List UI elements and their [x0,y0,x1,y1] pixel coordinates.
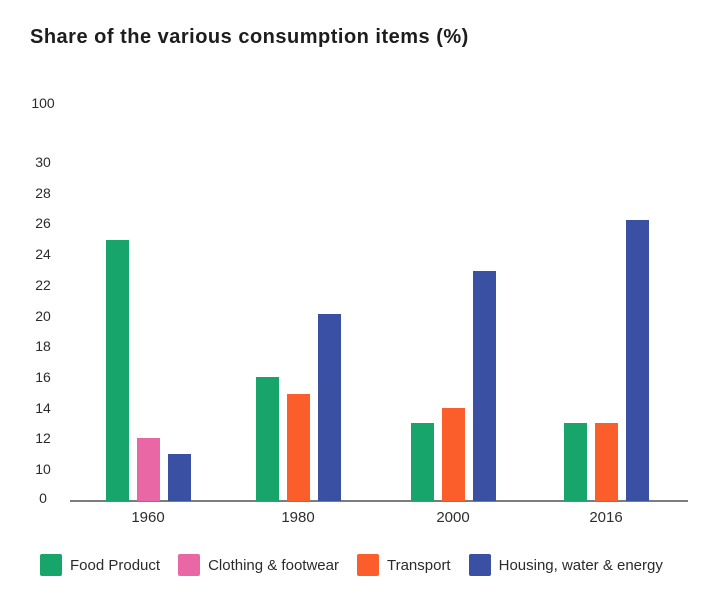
x-axis-tick-label: 1960 [131,509,165,526]
chart-title: Share of the various consumption items (… [30,26,469,48]
bar-housing-water-energy-2016 [625,220,649,501]
x-axis-tick-label: 2000 [436,509,470,526]
legend-swatch-clothing-footwear [178,554,201,576]
bar-clothing-footwear-1960 [136,438,160,501]
legend: Food Product Clothing & footwear Transport… [40,554,663,576]
legend-swatch-housing-water-energy [468,554,491,576]
y-axis-tick-label: 0 [39,490,47,506]
legend-label: Food Product [70,556,161,574]
bar-housing-water-energy-2000 [472,270,496,501]
x-axis-line [70,500,688,502]
y-axis-tick-label: 26 [35,215,51,232]
legend-swatch-transport [356,554,379,576]
y-axis-tick-label: 16 [35,368,51,385]
y-axis-tick-label: 20 [35,307,51,324]
legend-label: Transport [386,556,451,574]
legend-item-transport: Transport [356,554,451,576]
legend-swatch-food-product [40,554,62,576]
y-axis-tick-label: 28 [35,184,51,201]
y-axis-tick-label: 18 [35,338,51,355]
y-axis-tick-label: 10 [35,461,51,477]
bar-food-product-1960 [105,240,129,501]
y-axis-tick-label: 12 [35,430,51,447]
legend-item-clothing-footwear: Clothing & footwear [178,554,339,576]
y-axis-tick-label: 22 [35,276,51,293]
y-axis-tick-label: 24 [35,246,51,263]
bar-transport-2000 [441,407,465,501]
bar-housing-water-energy-1980 [317,313,341,501]
bar-housing-water-energy-1960 [167,453,191,501]
x-axis-tick-label: 2016 [589,509,623,526]
legend-item-housing-water-energy: Housing, water & energy [468,554,663,576]
bar-food-product-2016 [563,422,587,501]
bar-transport-2016 [594,422,618,501]
bar-transport-1980 [286,393,310,501]
legend-item-food-product: Food Product [40,554,160,576]
y-axis-tick-label: 14 [35,399,51,416]
legend-label: Clothing & footwear [208,556,339,574]
legend-label: Housing, water & energy [498,556,663,574]
bar-food-product-2000 [410,422,434,501]
bar-food-product-1980 [255,376,279,501]
x-axis-tick-label: 1980 [281,509,315,526]
y-axis-tick-label: 30 [35,154,51,170]
y-axis-tick-label: 100 [31,95,55,111]
